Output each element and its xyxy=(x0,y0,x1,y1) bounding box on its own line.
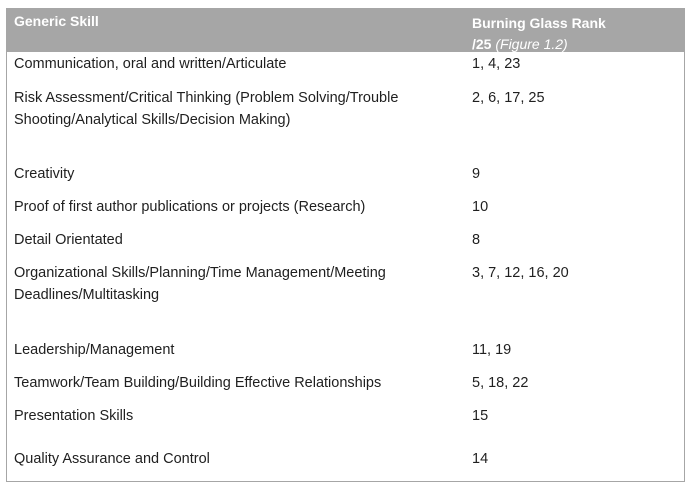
rank-cell: 11, 19 xyxy=(472,342,512,358)
skill-cell: Risk Assessment/Critical Thinking (Probl… xyxy=(14,90,399,128)
skill-cell: Creativity xyxy=(14,166,75,182)
rank-cell: 14 xyxy=(472,451,489,467)
skill-cell: Detail Orientated xyxy=(14,232,123,248)
rank-cell: 1, 4, 23 xyxy=(472,56,521,72)
skill-cell: Communication, oral and written/Articula… xyxy=(14,56,287,72)
header-rank-scale: /25 xyxy=(472,36,492,52)
rank-cell: 5, 18, 22 xyxy=(472,375,529,391)
rank-cell: 15 xyxy=(472,408,489,424)
skill-cell: Organizational Skills/Planning/Time Mana… xyxy=(14,265,386,303)
rank-cell: 10 xyxy=(472,199,489,215)
header-rank-subtitle: /25 (Figure 1.2) xyxy=(472,34,606,55)
rank-cell: 2, 6, 17, 25 xyxy=(472,90,545,106)
table-header: Generic Skill Burning Glass Rank /25 (Fi… xyxy=(7,9,684,52)
header-rank-title: Burning Glass Rank xyxy=(472,15,606,31)
skill-cell: Quality Assurance and Control xyxy=(14,451,210,467)
skills-table: Generic Skill Burning Glass Rank /25 (Fi… xyxy=(6,8,685,482)
header-generic-skill: Generic Skill xyxy=(14,13,99,29)
header-figure-ref: (Figure 1.2) xyxy=(495,36,568,52)
skill-cell: Teamwork/Team Building/Building Effectiv… xyxy=(14,375,382,391)
header-burning-glass-rank: Burning Glass Rank /25 (Figure 1.2) xyxy=(472,13,606,55)
rank-cell: 9 xyxy=(472,166,481,182)
rank-cell: 3, 7, 12, 16, 20 xyxy=(472,265,569,281)
skill-cell: Presentation Skills xyxy=(14,408,134,424)
skill-cell: Leadership/Management xyxy=(14,342,175,358)
skill-cell: Proof of first author publications or pr… xyxy=(14,199,366,215)
rank-cell: 8 xyxy=(472,232,481,248)
